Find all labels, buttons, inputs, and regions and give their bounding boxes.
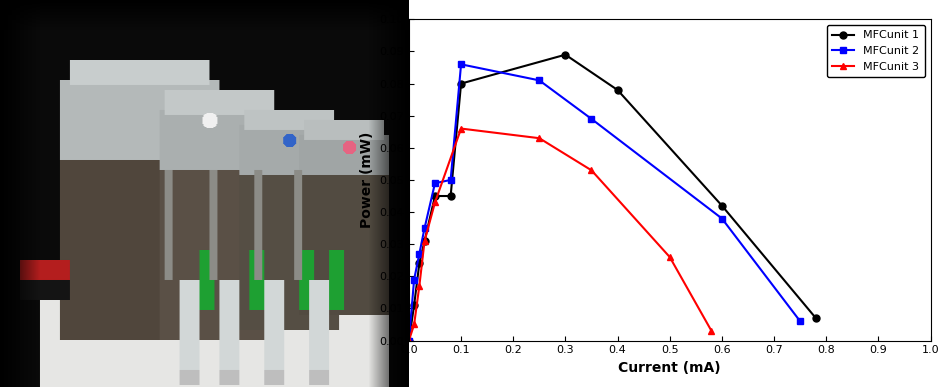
MFCunit 2 bbox=[403, 338, 415, 343]
MFCunit 3 bbox=[414, 284, 425, 288]
MFCunit 1 bbox=[419, 239, 431, 243]
MFCunit 2 bbox=[455, 62, 466, 67]
MFCunit 3 bbox=[534, 136, 545, 140]
MFCunit 3 bbox=[430, 200, 441, 205]
MFCunit 3 bbox=[419, 239, 431, 243]
MFCunit 3 bbox=[664, 255, 675, 259]
MFCunit 3 bbox=[455, 126, 466, 131]
MFCunit 1 bbox=[430, 194, 441, 198]
MFCunit 2 bbox=[445, 178, 456, 182]
MFCunit 3 bbox=[403, 338, 415, 343]
MFCunit 2 bbox=[419, 226, 431, 231]
MFCunit 2 bbox=[414, 252, 425, 256]
X-axis label: Current (mA): Current (mA) bbox=[619, 361, 721, 375]
MFCunit 1 bbox=[716, 203, 728, 208]
MFCunit 2 bbox=[534, 78, 545, 83]
MFCunit 1 bbox=[414, 261, 425, 266]
MFCunit 1 bbox=[455, 81, 466, 86]
MFCunit 3 bbox=[706, 329, 717, 333]
MFCunit 1 bbox=[409, 303, 420, 308]
MFCunit 1 bbox=[612, 88, 623, 92]
MFCunit 2 bbox=[716, 216, 728, 221]
MFCunit 1 bbox=[403, 338, 415, 343]
MFCunit 2 bbox=[409, 277, 420, 282]
Line: MFCunit 1: MFCunit 1 bbox=[405, 51, 820, 344]
MFCunit 3 bbox=[586, 168, 597, 173]
MFCunit 2 bbox=[794, 319, 806, 324]
MFCunit 1 bbox=[445, 194, 456, 198]
Line: MFCunit 3: MFCunit 3 bbox=[405, 125, 715, 344]
Line: MFCunit 2: MFCunit 2 bbox=[405, 61, 804, 344]
MFCunit 2 bbox=[586, 116, 597, 121]
Y-axis label: Power (mW): Power (mW) bbox=[360, 132, 374, 228]
MFCunit 1 bbox=[810, 316, 822, 320]
MFCunit 1 bbox=[559, 52, 571, 57]
MFCunit 3 bbox=[409, 322, 420, 327]
MFCunit 2 bbox=[430, 181, 441, 185]
Legend: MFCunit 1, MFCunit 2, MFCunit 3: MFCunit 1, MFCunit 2, MFCunit 3 bbox=[826, 25, 925, 77]
